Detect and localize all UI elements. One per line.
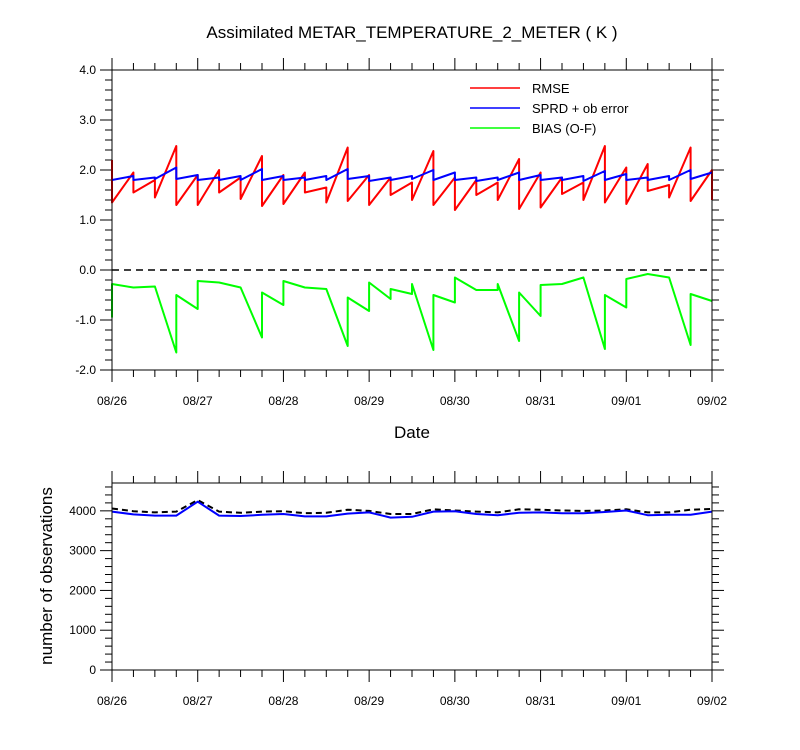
- top-plot-frame: [111, 69, 713, 371]
- x-tick-label: 09/02: [697, 394, 727, 408]
- y-tick-label: -1.0: [75, 313, 96, 327]
- y-tick-label: 4.0: [79, 63, 96, 77]
- chart-title: Assimilated METAR_TEMPERATURE_2_METER ( …: [206, 23, 617, 42]
- x-tick-label: 08/31: [526, 694, 556, 708]
- bottom-y-axis-title: number of observations: [37, 487, 56, 665]
- top-series-group: [111, 145, 713, 354]
- y-tick-label: 4000: [69, 504, 96, 518]
- top-y-tick-labels: 4.0 3.0 2.0 1.0 0.0 -1.0 -2.0: [75, 63, 96, 377]
- y-tick-label: 0.0: [79, 263, 96, 277]
- x-tick-label: 09/01: [611, 394, 641, 408]
- top-panel: 4.03.02.01.00.0-1.0-2.0 08/26 08/27 08/28 0…: [75, 58, 727, 442]
- top-axis-ticks: [100, 58, 724, 382]
- legend: RMSE SPRD + ob error BIAS (O-F): [470, 81, 629, 136]
- legend-label: RMSE: [532, 81, 570, 96]
- bottom-y-tick-labels: 4000 3000 2000 1000 0: [69, 504, 96, 677]
- y-tick-label: -2.0: [75, 363, 96, 377]
- y-tick-label: 0: [89, 663, 96, 677]
- y-tick-label: 3.0: [79, 113, 96, 127]
- x-tick-label: 08/26: [97, 694, 127, 708]
- x-tick-label: 08/28: [268, 394, 298, 408]
- y-tick-label: 1000: [69, 623, 96, 637]
- x-tick-label: 08/27: [183, 394, 213, 408]
- x-tick-label: 08/27: [183, 694, 213, 708]
- bottom-series-group: [111, 499, 713, 519]
- series-sprd-ob-error: [111, 166, 713, 182]
- y-tick-label: 2.0: [79, 163, 96, 177]
- series-rmse: [111, 145, 713, 211]
- top-x-axis-title: Date: [394, 423, 430, 442]
- y-tick-label: 3000: [69, 544, 96, 558]
- x-tick-label: 09/01: [611, 694, 641, 708]
- series-line-dashed: [111, 499, 713, 515]
- series-line-solid: [111, 500, 713, 519]
- bottom-plot-frame: [111, 482, 713, 671]
- x-tick-label: 08/30: [440, 394, 470, 408]
- top-x-tick-labels: 08/26 08/27 08/28 08/29 08/30 08/31 09/01 09/02: [97, 394, 727, 408]
- series-bias-o-f: [111, 273, 713, 354]
- x-tick-label: 08/29: [354, 394, 384, 408]
- legend-label: BIAS (O-F): [532, 121, 596, 136]
- x-tick-label: 08/29: [354, 694, 384, 708]
- bottom-axis-ticks: [100, 471, 724, 682]
- x-tick-label: 08/28: [268, 694, 298, 708]
- bottom-x-tick-labels: 08/26 08/27 08/28 08/29 08/30 08/31 09/01 09/02: [97, 694, 727, 708]
- x-tick-label: 08/30: [440, 694, 470, 708]
- x-tick-label: 08/31: [526, 394, 556, 408]
- x-tick-label: 08/26: [97, 394, 127, 408]
- y-tick-label: 1.0: [79, 213, 96, 227]
- legend-label: SPRD + ob error: [532, 101, 629, 116]
- y-tick-label: 2000: [69, 583, 96, 597]
- x-tick-label: 09/02: [697, 694, 727, 708]
